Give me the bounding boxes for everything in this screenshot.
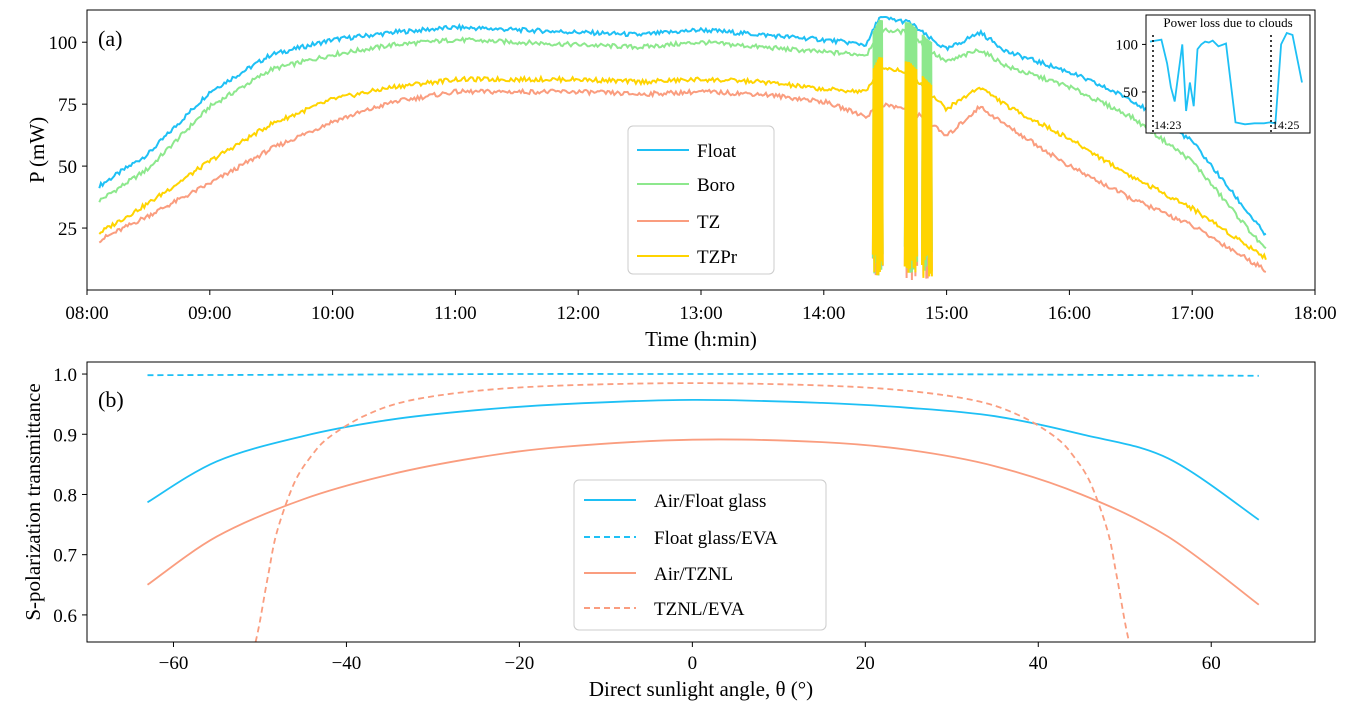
x-tick-label: 14:00 bbox=[802, 303, 845, 324]
inset-chart: Power loss due to clouds 14:23 14:25 50 1… bbox=[1116, 14, 1311, 134]
panel-b-y-axis-label: S-polarization transmittance bbox=[21, 383, 45, 620]
panel-b-x-ticks: −60 −40 −20 0 20 40 60 bbox=[159, 642, 1221, 674]
inset-series-line bbox=[1149, 31, 1303, 126]
cloud-dip-tzpr-1 bbox=[903, 61, 919, 273]
panel-b-frame bbox=[86, 361, 1316, 643]
svg-text:TZNL/EVA: TZNL/EVA bbox=[654, 599, 745, 620]
x-tick-label: 11:00 bbox=[434, 303, 477, 324]
x-tick-label: 09:00 bbox=[188, 303, 231, 324]
panel-a-series bbox=[98, 15, 1267, 273]
panel-b-legend: Air/Float glass Float glass/EVA Air/TZNL… bbox=[573, 479, 827, 631]
y-tick-label: 0.8 bbox=[53, 485, 77, 506]
inset-marker-start-label: 14:23 bbox=[1154, 118, 1181, 132]
legend-item-boro: Boro bbox=[637, 175, 735, 196]
x-tick-label: 18:00 bbox=[1293, 303, 1336, 324]
x-tick-label: −40 bbox=[332, 653, 362, 674]
legend-item-air-float-glass: Air/Float glass bbox=[584, 491, 766, 512]
series-line-tznl-eva bbox=[254, 382, 1130, 643]
panel-b-label: (b) bbox=[98, 387, 124, 412]
x-tick-label: 40 bbox=[1029, 653, 1048, 674]
y-tick-label: 50 bbox=[58, 157, 77, 178]
y-tick-label: 0.9 bbox=[53, 425, 77, 446]
inset-y-tick-label: 100 bbox=[1116, 37, 1139, 53]
x-tick-label: 12:00 bbox=[557, 303, 600, 324]
series-line-air-tznl bbox=[146, 438, 1260, 606]
panel-b-x-axis-label: Direct sunlight angle, θ (°) bbox=[589, 677, 813, 701]
series-line-tz bbox=[98, 87, 1267, 273]
svg-text:TZ: TZ bbox=[697, 212, 720, 233]
panel-a-cloud-dips bbox=[871, 19, 933, 281]
legend-item-float: Float bbox=[637, 141, 737, 162]
inset-frame bbox=[1145, 14, 1311, 134]
series-line-float bbox=[98, 15, 1267, 236]
svg-text:Boro: Boro bbox=[697, 175, 735, 196]
x-tick-label: 17:00 bbox=[1171, 303, 1214, 324]
series-line-float-glass-eva bbox=[147, 373, 1259, 377]
x-tick-label: 16:00 bbox=[1048, 303, 1091, 324]
legend-item-tznl-eva: TZNL/EVA bbox=[584, 599, 745, 620]
y-tick-label: 100 bbox=[49, 33, 78, 54]
x-tick-label: −60 bbox=[159, 653, 189, 674]
x-tick-label: 60 bbox=[1202, 653, 1221, 674]
panel-b-series bbox=[146, 373, 1260, 643]
panel-a-label: (a) bbox=[98, 26, 122, 51]
svg-text:Float: Float bbox=[697, 141, 737, 162]
panel-a: 08:00 09:00 10:00 11:00 12:00 13:00 14:00 15:00… bbox=[25, 9, 1337, 351]
legend-item-float-glass-eva: Float glass/EVA bbox=[584, 528, 778, 549]
panel-a-y-axis-label: P (mW) bbox=[25, 117, 49, 183]
inset-marker-end-label: 14:25 bbox=[1272, 118, 1299, 132]
x-tick-label: −20 bbox=[505, 653, 535, 674]
x-tick-label: 08:00 bbox=[65, 303, 108, 324]
x-tick-label: 0 bbox=[688, 653, 698, 674]
panel-b: −60 −40 −20 0 20 40 60 0.6 0.7 0.8 0.9 1.0 (b) Dir… bbox=[21, 361, 1316, 701]
series-line-boro bbox=[98, 25, 1267, 250]
series-line-air-float-glass bbox=[147, 398, 1260, 521]
svg-text:Air/Float glass: Air/Float glass bbox=[654, 491, 766, 512]
y-tick-label: 75 bbox=[58, 95, 77, 116]
inset-title: Power loss due to clouds bbox=[1163, 15, 1292, 30]
series-line-tzpr bbox=[98, 62, 1267, 261]
cloud-dip-tzpr-2 bbox=[921, 75, 933, 278]
inset-y-ticks: 50 100 bbox=[1116, 37, 1146, 101]
x-tick-label: 15:00 bbox=[925, 303, 968, 324]
inset-y-tick-label: 50 bbox=[1123, 85, 1138, 101]
x-tick-label: 20 bbox=[856, 653, 875, 674]
svg-text:TZPr: TZPr bbox=[697, 247, 738, 268]
svg-text:Float glass/EVA: Float glass/EVA bbox=[654, 528, 778, 549]
cloud-dip-tzpr-0 bbox=[871, 57, 884, 276]
legend-item-tzpr: TZPr bbox=[637, 247, 738, 268]
x-tick-label: 13:00 bbox=[679, 303, 722, 324]
panel-a-legend: Float Boro TZ TZPr bbox=[627, 125, 775, 275]
panel-a-x-axis-label: Time (h:min) bbox=[645, 327, 757, 351]
svg-text:Air/TZNL: Air/TZNL bbox=[654, 564, 733, 585]
legend-item-air-tznl: Air/TZNL bbox=[584, 564, 733, 585]
y-tick-label: 1.0 bbox=[53, 365, 77, 386]
panel-b-y-ticks: 0.6 0.7 0.8 0.9 1.0 bbox=[53, 365, 87, 627]
x-tick-label: 10:00 bbox=[311, 303, 354, 324]
legend-item-tz: TZ bbox=[637, 212, 720, 233]
y-tick-label: 0.7 bbox=[53, 546, 77, 567]
y-tick-label: 0.6 bbox=[53, 606, 77, 627]
inset-series bbox=[1149, 31, 1303, 126]
panel-a-x-ticks: 08:00 09:00 10:00 11:00 12:00 13:00 14:00 15:00… bbox=[65, 290, 1337, 324]
panel-a-y-ticks: 25 50 75 100 bbox=[49, 33, 87, 240]
y-tick-label: 25 bbox=[58, 219, 77, 240]
